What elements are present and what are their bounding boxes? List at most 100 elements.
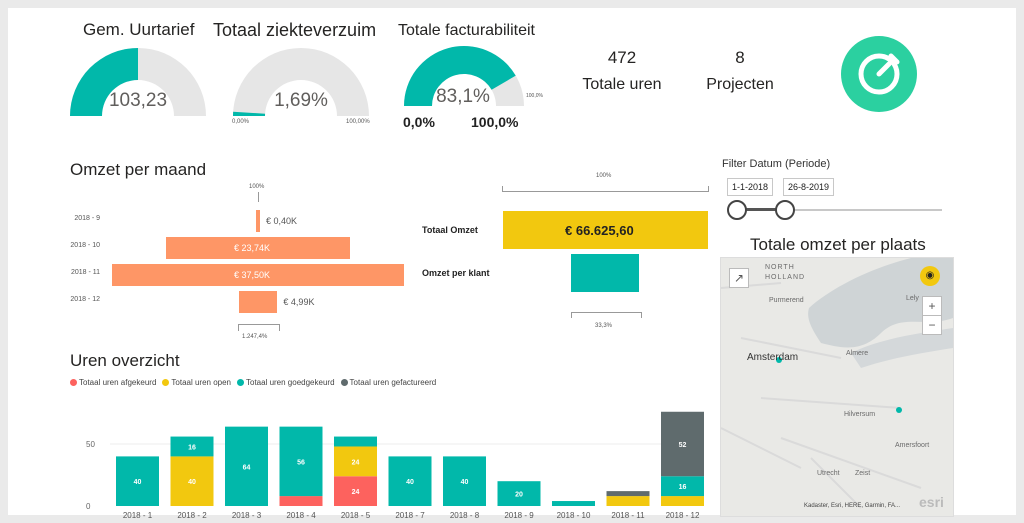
funnel1-value-label: € 0,40K [266,216,298,226]
gauge-facturabiliteit[interactable] [397,44,547,124]
legend-item[interactable]: Totaal uren open [162,378,231,387]
bar-segment[interactable] [116,456,159,506]
funnel1-category-label: 2018 - 11 [70,269,100,276]
gauge-uurtarief[interactable] [63,44,213,124]
legend-label: Totaal uren gefactureerd [349,378,437,387]
y-tick-label: 50 [86,440,95,449]
bar-segment[interactable] [552,501,595,506]
gauge-uurtarief-title: Gem. Uurtarief [83,20,195,39]
map-visual[interactable]: NORTH HOLLAND Purmerend Lely Amsterdam A… [720,257,954,517]
legend-label: Totaal uren open [171,378,231,387]
gauge-facturabiliteit-min-label: 0,0% [403,114,435,130]
legend-dot-icon [340,379,348,386]
bar-data-label: 56 [297,459,305,466]
gauge-ziekteverzuim-max: 100,00% [346,119,370,125]
bar-segment[interactable] [334,446,377,477]
legend-dot-icon [237,379,244,386]
map-label-lely: Lely [906,295,919,302]
funnel1-bar[interactable] [238,291,278,313]
filter-start-date[interactable]: 1-1-2018 [727,178,774,196]
funnel1-top-marker [258,192,260,202]
funnel2-category-label: Omzet per klant [422,268,490,278]
map-title: Totale omzet per plaats [750,235,926,254]
legend-label: Totaal uren afgekeurd [79,378,157,387]
bar-segment[interactable] [443,456,486,506]
funnel1-value-label: € 37,50K [234,270,271,280]
funnel1-bottom-marker [238,324,280,331]
bar-segment[interactable] [661,476,704,497]
timer-logo-icon [841,36,917,112]
funnel2-bar[interactable] [502,211,708,249]
x-tick-label: 2018 - 5 [341,511,371,518]
gauge-ziekteverzuim-value: 1,69% [274,90,328,111]
bar-data-label: 20 [515,492,523,499]
bar-segment[interactable] [334,436,377,447]
bar-segment[interactable] [661,496,704,506]
bar-segment[interactable] [279,496,323,506]
funnel1-top-label: 100% [249,184,265,190]
legend-item[interactable]: Totaal uren gefactureerd [340,378,437,387]
gauge-facturabiliteit-max-label: 100,0% [471,114,519,130]
x-tick-label: 2018 - 11 [611,511,645,518]
filter-slider-start-handle[interactable] [727,200,747,220]
bar-segment[interactable] [661,411,704,477]
legend-item[interactable]: Totaal uren afgekeurd [70,378,156,387]
bar-segment[interactable] [497,481,541,506]
gauge-ziekteverzuim[interactable] [226,44,376,124]
funnel1-bar[interactable] [256,210,260,232]
bar-data-label: 40 [461,479,469,486]
map-label-amersfoort: Amersfoort [895,442,930,449]
map-label-almere: Almere [846,350,869,357]
x-tick-label: 2018 - 2 [177,511,207,518]
kpi-projecten-value: 8 [735,48,745,67]
bar-segment[interactable] [334,476,377,506]
map-pin-icon[interactable]: ◉ [920,266,940,286]
bar-segment[interactable] [225,426,268,506]
bar-segment[interactable] [279,426,323,497]
map-zoom-out-button[interactable]: − [922,315,942,335]
x-tick-label: 2018 - 8 [450,511,480,518]
map-zoom-in-button[interactable]: + [922,296,942,316]
x-tick-label: 2018 - 1 [123,511,153,518]
funnel1-category-label: 2018 - 10 [70,242,100,249]
bar-data-label: 64 [243,464,251,471]
funnel1-bottom-label: 1.247,4% [242,334,268,340]
funnel1-value-label: € 23,74K [234,243,271,253]
filter-end-date[interactable]: 26-8-2019 [783,178,835,196]
gauge-facturabiliteit-value: 83,1% [436,86,490,107]
filter-slider-track[interactable] [735,209,942,211]
bar-segment[interactable] [606,496,650,506]
filter-slider-end-handle[interactable] [775,200,795,220]
funnel2-bottom-label: 33,3% [595,323,613,329]
map-label-zeist: Zeist [855,470,871,477]
bar-data-label: 16 [188,444,196,451]
filter-slider-range [735,208,785,211]
bar-segment[interactable] [170,456,214,506]
x-tick-label: 2018 - 12 [666,511,700,518]
funnel2-bar[interactable] [570,254,640,292]
funnel1-bar[interactable] [112,264,404,286]
kpi-totale-uren-value: 472 [607,48,637,67]
gauge-uurtarief-value: 103,23 [108,90,168,111]
funnel2-top-marker [502,186,709,192]
bar-segment[interactable] [170,436,214,457]
x-tick-label: 2018 - 3 [232,511,262,518]
kpi-totale-uren-label: Totale uren [582,76,662,93]
map-select-cursor-icon[interactable]: ↗ [729,268,749,288]
gauge-facturabiliteit-title: Totale facturabiliteit [398,22,535,39]
report-canvas: Gem. Uurtarief 103,23 Totaal ziekteverzu… [8,8,1016,518]
legend-dot-icon [70,379,77,386]
x-tick-label: 2018 - 7 [395,511,425,518]
gauge-facturabiliteit-max: 100,0% [526,93,543,99]
bar-segment[interactable] [606,491,650,497]
legend-label: Totaal uren goedgekeurd [246,378,335,387]
bar-data-label: 24 [352,489,360,496]
legend-item[interactable]: Totaal uren goedgekeurd [237,378,335,387]
x-tick-label: 2018 - 4 [286,511,316,518]
gauge-ziekteverzuim-min: 0,00% [232,119,250,125]
bar-segment[interactable] [388,456,432,506]
funnel1-value-label: € 4,99K [283,297,315,307]
funnel1-bar[interactable] [165,237,351,259]
filter-title: Filter Datum (Periode) [722,158,831,170]
